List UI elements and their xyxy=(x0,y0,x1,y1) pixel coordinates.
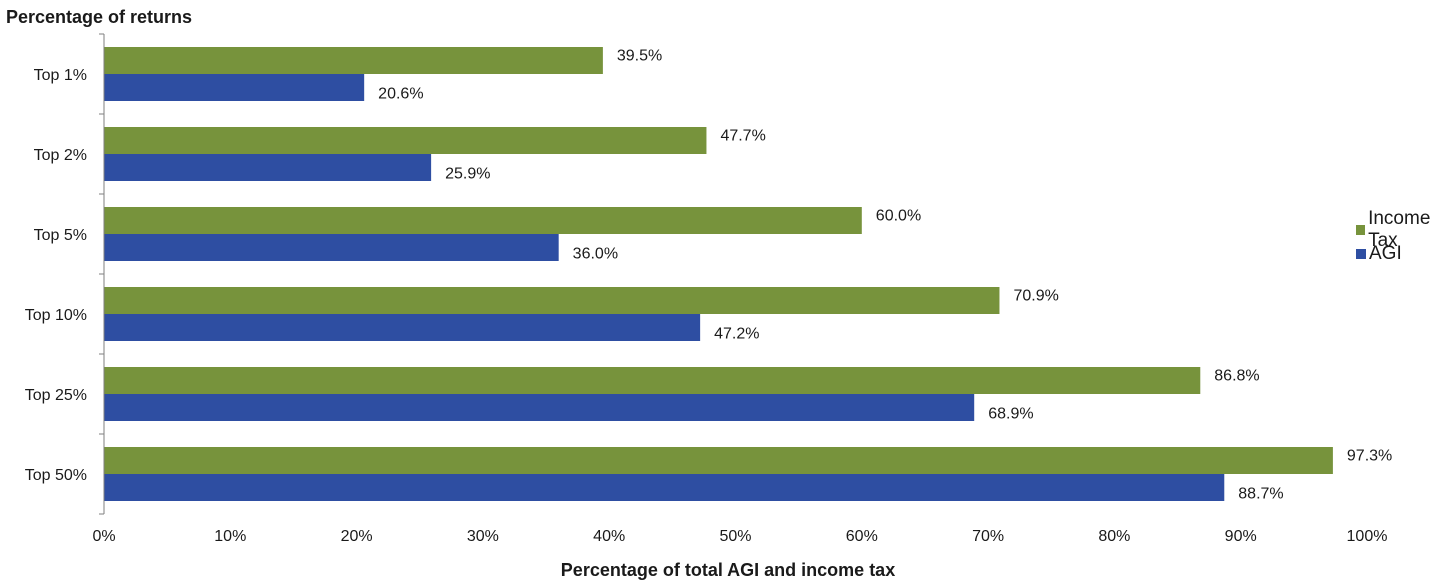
legend-item-income-tax: Income Tax xyxy=(1356,208,1456,251)
data-label-agi: 47.2% xyxy=(714,326,759,343)
bar-agi xyxy=(104,74,365,101)
x-tick-label: 0% xyxy=(92,528,115,545)
data-label-income-tax: 60.0% xyxy=(876,208,921,225)
bar-agi xyxy=(104,394,975,421)
data-label-income-tax: 70.9% xyxy=(1013,288,1058,305)
x-tick-label: 100% xyxy=(1347,528,1388,545)
y-tick-label: Top 2% xyxy=(34,147,87,164)
x-tick-label: 50% xyxy=(719,528,751,545)
x-tick-label: 70% xyxy=(972,528,1004,545)
y-axis-title: Percentage of returns xyxy=(6,7,193,27)
data-label-agi: 36.0% xyxy=(573,246,618,263)
data-label-income-tax: 86.8% xyxy=(1214,368,1259,385)
bar-income-tax xyxy=(104,207,862,234)
y-tick-label: Top 5% xyxy=(34,227,87,244)
bar-income-tax xyxy=(104,447,1333,474)
bar-income-tax xyxy=(104,287,1000,314)
x-tick-label: 40% xyxy=(593,528,625,545)
y-tick-label: Top 25% xyxy=(25,387,87,404)
legend-item-agi: AGI xyxy=(1356,242,1456,266)
x-tick-label: 60% xyxy=(846,528,878,545)
y-tick-label: Top 50% xyxy=(25,467,87,484)
data-label-income-tax: 97.3% xyxy=(1347,448,1392,465)
data-label-agi: 20.6% xyxy=(378,86,423,103)
legend-swatch-agi xyxy=(1356,249,1366,259)
x-axis-title: Percentage of total AGI and income tax xyxy=(560,560,896,580)
y-tick-label: Top 1% xyxy=(34,67,87,84)
bar-income-tax xyxy=(104,367,1201,394)
data-label-agi: 88.7% xyxy=(1238,486,1283,503)
bar-agi xyxy=(104,314,701,341)
bar-agi xyxy=(104,474,1225,501)
x-tick-label: 90% xyxy=(1225,528,1257,545)
x-tick-label: 10% xyxy=(214,528,246,545)
data-label-agi: 25.9% xyxy=(445,166,490,183)
x-tick-label: 80% xyxy=(1098,528,1130,545)
data-label-income-tax: 39.5% xyxy=(617,48,662,65)
x-tick-label: 20% xyxy=(341,528,373,545)
data-label-income-tax: 47.7% xyxy=(720,128,765,145)
legend-swatch-income-tax xyxy=(1356,225,1366,235)
y-tick-label: Top 10% xyxy=(25,307,87,324)
bar-income-tax xyxy=(104,47,603,74)
legend: Income Tax AGI xyxy=(1356,208,1456,266)
bar-agi xyxy=(104,154,432,181)
legend-label-income-tax: Income Tax xyxy=(1368,208,1431,251)
bar-income-tax xyxy=(104,127,707,154)
x-tick-label: 30% xyxy=(467,528,499,545)
legend-label-agi: AGI xyxy=(1369,243,1402,264)
data-label-agi: 68.9% xyxy=(988,406,1033,423)
bar-agi xyxy=(104,234,559,261)
